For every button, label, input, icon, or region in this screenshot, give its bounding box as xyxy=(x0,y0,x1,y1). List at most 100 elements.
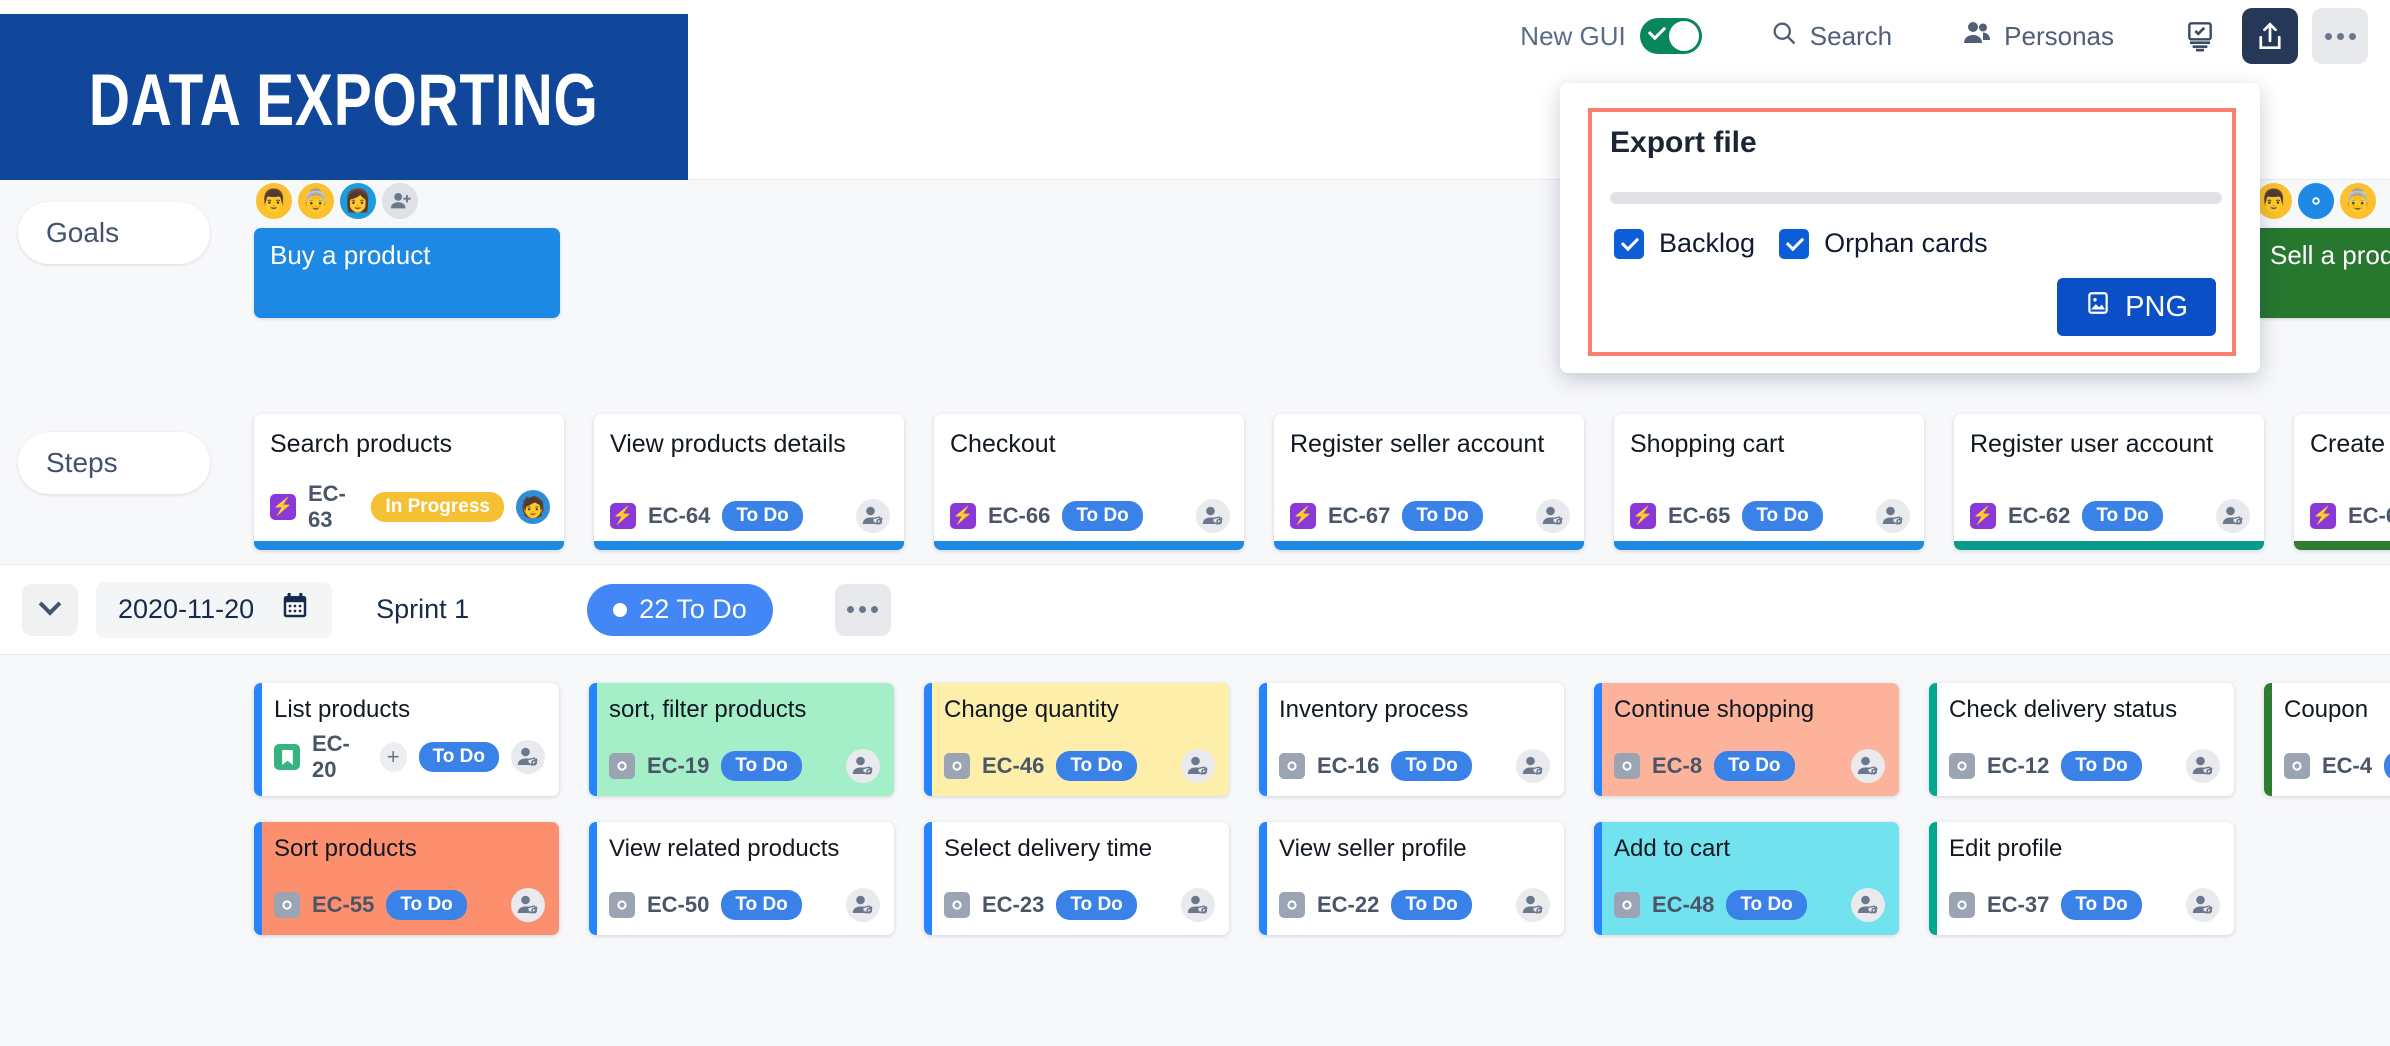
checkbox-checked-icon[interactable] xyxy=(1779,228,1810,259)
persona-male-avatar[interactable]: 👨 xyxy=(2254,181,2294,221)
add-label-button[interactable]: + xyxy=(379,742,407,772)
sprint-date-chip[interactable]: 2020-11-20 xyxy=(96,581,333,638)
export-option-backlog[interactable]: Backlog xyxy=(1614,228,1755,259)
issue-key: EC-12 xyxy=(1987,753,2050,778)
assignee-unassigned[interactable] xyxy=(1536,499,1570,533)
status-badge[interactable]: To Do xyxy=(722,501,803,531)
step-card[interactable]: Create produ⚡EC-68To Do xyxy=(2294,414,2390,550)
assignee-unassigned[interactable] xyxy=(1181,888,1215,922)
export-option-label: Backlog xyxy=(1659,228,1756,258)
goal-card[interactable]: Buy a product xyxy=(254,228,560,318)
assignee-unassigned[interactable] xyxy=(1851,888,1885,922)
issue-key: EC-48 xyxy=(1652,892,1715,917)
assignee-unassigned[interactable] xyxy=(511,888,545,922)
step-card-title: Search products xyxy=(270,430,453,458)
assignee-unassigned[interactable] xyxy=(2186,749,2220,783)
assignee-unassigned[interactable] xyxy=(511,740,545,774)
step-card[interactable]: View products details ⚡ EC-64 To Do xyxy=(594,414,904,550)
goal-column: 👨 👵 👩 Buy a product xyxy=(254,180,564,318)
assignee-unassigned[interactable] xyxy=(846,749,880,783)
issue-type-story-icon: ⚡ xyxy=(610,503,636,529)
persona-female-avatar[interactable]: 👩 xyxy=(338,181,378,221)
step-card[interactable]: Checkout ⚡ EC-66 To Do xyxy=(934,414,1244,550)
issue-type-circle-icon xyxy=(274,892,300,918)
status-badge[interactable]: To Do xyxy=(2384,751,2390,781)
export-png-button[interactable]: PNG xyxy=(2057,278,2216,336)
new-gui-toggle[interactable] xyxy=(1639,18,1702,54)
personas-button[interactable]: Personas xyxy=(1940,8,2136,64)
sprint-more-button[interactable] xyxy=(834,583,891,636)
issue-key: EC-16 xyxy=(1317,753,1380,778)
status-badge[interactable]: To Do xyxy=(1056,751,1137,781)
backlog-card[interactable]: List products EC-20 + To Do xyxy=(254,683,559,796)
status-badge[interactable]: To Do xyxy=(1056,890,1137,920)
status-badge[interactable]: To Do xyxy=(2061,890,2142,920)
backlog-card[interactable]: Inventory process EC-16 To Do xyxy=(1259,683,1564,796)
step-card-footer: ⚡ EC-63 In Progress 🧑 xyxy=(270,481,550,533)
backlog-card[interactable]: Add to cart EC-48 To Do xyxy=(1594,822,1899,935)
backlog-toggle-button[interactable] xyxy=(2172,8,2228,64)
step-card-footer: ⚡ EC-66 To Do xyxy=(950,499,1230,533)
goal-card[interactable]: Sell a product xyxy=(2254,228,2390,318)
assignee-unassigned[interactable] xyxy=(1181,749,1215,783)
assignee-unassigned[interactable] xyxy=(2216,499,2250,533)
backlog-card[interactable]: Check delivery status EC-12 To Do xyxy=(1929,683,2234,796)
status-badge[interactable]: To Do xyxy=(1062,501,1143,531)
assignee-unassigned[interactable] xyxy=(1516,749,1550,783)
backlog-card[interactable]: Coupon EC-4 To Do xyxy=(2264,683,2390,796)
backlog-card[interactable]: sort, filter products EC-19 To Do xyxy=(589,683,894,796)
backlog-card[interactable]: Sort products EC-55 To Do xyxy=(254,822,559,935)
backlog-card-title: View related products xyxy=(609,835,840,862)
export-button[interactable] xyxy=(2242,8,2298,64)
status-badge[interactable]: To Do xyxy=(1391,751,1472,781)
status-badge[interactable]: To Do xyxy=(1402,501,1483,531)
settings-gear-avatar[interactable] xyxy=(2296,181,2336,221)
persona-elder-avatar[interactable]: 👵 xyxy=(2338,181,2378,221)
step-card[interactable]: Register user account ⚡ EC-62 To Do xyxy=(1954,414,2264,550)
backlog-card[interactable]: Select delivery time EC-23 To Do xyxy=(924,822,1229,935)
assignee-unassigned[interactable] xyxy=(856,499,890,533)
issue-type-circle-icon xyxy=(1614,892,1640,918)
backlog-card[interactable]: Edit profile EC-37 To Do xyxy=(1929,822,2234,935)
assignee-unassigned[interactable] xyxy=(1516,888,1550,922)
issue-key: EC-68 xyxy=(2348,503,2390,528)
status-badge[interactable]: To Do xyxy=(1726,890,1807,920)
status-badge[interactable]: To Do xyxy=(721,890,802,920)
sprint-todo-count[interactable]: 22 To Do xyxy=(587,583,773,636)
goals-lane: 👨 👵 👩 Buy a product xyxy=(254,180,2390,318)
status-badge[interactable]: To Do xyxy=(1742,501,1823,531)
backlog-card[interactable]: View seller profile EC-22 To Do xyxy=(1259,822,1564,935)
backlog-card-accent-bar xyxy=(254,822,262,935)
status-badge[interactable]: To Do xyxy=(2061,751,2142,781)
status-badge[interactable]: To Do xyxy=(1714,751,1795,781)
step-card-accent-bar xyxy=(1954,541,2264,550)
assignee-avatar[interactable]: 🧑 xyxy=(516,490,550,524)
step-card[interactable]: Search products ⚡ EC-63 In Progress 🧑 xyxy=(254,414,564,550)
status-badge[interactable]: To Do xyxy=(721,751,802,781)
assignee-unassigned[interactable] xyxy=(2186,888,2220,922)
backlog-card[interactable]: View related products EC-50 To Do xyxy=(589,822,894,935)
backlog-card-title: Inventory process xyxy=(1279,696,1469,723)
sprint-collapse-button[interactable] xyxy=(22,583,78,636)
persona-male-avatar[interactable]: 👨 xyxy=(254,181,294,221)
checkbox-checked-icon[interactable] xyxy=(1614,228,1644,259)
backlog-card[interactable]: Change quantity EC-46 To Do xyxy=(924,683,1229,796)
search-button[interactable]: Search xyxy=(1748,8,1914,64)
persona-elder-avatar[interactable]: 👵 xyxy=(296,181,336,221)
assignee-unassigned[interactable] xyxy=(1851,749,1885,783)
backlog-card[interactable]: Continue shopping EC-8 To Do xyxy=(1594,683,1899,796)
export-option-orphan-cards[interactable]: Orphan cards xyxy=(1779,228,1988,259)
add-person-button[interactable] xyxy=(380,181,420,221)
status-badge[interactable]: To Do xyxy=(1391,890,1472,920)
assignee-unassigned[interactable] xyxy=(846,888,880,922)
assignee-unassigned[interactable] xyxy=(1196,499,1230,533)
status-badge[interactable]: In Progress xyxy=(371,492,504,522)
more-options-button[interactable] xyxy=(2312,8,2368,64)
status-badge[interactable]: To Do xyxy=(2082,501,2163,531)
step-card[interactable]: Register seller account ⚡ EC-67 To Do xyxy=(1274,414,1584,550)
assignee-unassigned[interactable] xyxy=(1876,499,1910,533)
status-badge[interactable]: To Do xyxy=(386,890,467,920)
status-badge[interactable]: To Do xyxy=(418,742,499,772)
step-card[interactable]: Shopping cart ⚡ EC-65 To Do xyxy=(1614,414,1924,550)
backlog-card-title: Change quantity xyxy=(944,696,1119,723)
